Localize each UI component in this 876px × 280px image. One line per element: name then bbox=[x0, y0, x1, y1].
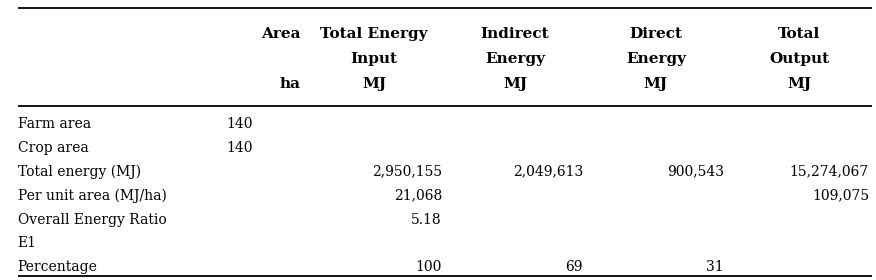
Text: MJ: MJ bbox=[503, 77, 527, 91]
Text: Input: Input bbox=[350, 52, 398, 66]
Text: Per unit area (MJ/ha): Per unit area (MJ/ha) bbox=[18, 188, 166, 203]
Text: 100: 100 bbox=[415, 260, 442, 274]
Text: 21,068: 21,068 bbox=[393, 189, 442, 203]
Text: E1: E1 bbox=[18, 237, 37, 251]
Text: Direct: Direct bbox=[630, 27, 682, 41]
Text: Output: Output bbox=[769, 52, 829, 66]
Text: Total: Total bbox=[778, 27, 820, 41]
Text: 140: 140 bbox=[227, 141, 253, 155]
Text: Total energy (MJ): Total energy (MJ) bbox=[18, 165, 141, 179]
Text: Energy: Energy bbox=[485, 52, 545, 66]
Text: 31: 31 bbox=[706, 260, 724, 274]
Text: 69: 69 bbox=[565, 260, 583, 274]
Text: Energy: Energy bbox=[626, 52, 686, 66]
Text: MJ: MJ bbox=[644, 77, 668, 91]
Text: Area: Area bbox=[262, 27, 301, 41]
Text: ha: ha bbox=[280, 77, 301, 91]
Text: 109,075: 109,075 bbox=[812, 189, 869, 203]
Text: Crop area: Crop area bbox=[18, 141, 88, 155]
Text: 900,543: 900,543 bbox=[667, 165, 724, 179]
Text: Percentage: Percentage bbox=[18, 260, 97, 274]
Text: Overall Energy Ratio: Overall Energy Ratio bbox=[18, 213, 166, 227]
Text: MJ: MJ bbox=[787, 77, 811, 91]
Text: 2,950,155: 2,950,155 bbox=[371, 165, 442, 179]
Text: 2,049,613: 2,049,613 bbox=[512, 165, 583, 179]
Text: 140: 140 bbox=[227, 117, 253, 131]
Text: 15,274,067: 15,274,067 bbox=[790, 165, 869, 179]
Text: Total Energy: Total Energy bbox=[321, 27, 427, 41]
Text: Farm area: Farm area bbox=[18, 117, 90, 131]
Text: MJ: MJ bbox=[362, 77, 386, 91]
Text: 5.18: 5.18 bbox=[412, 213, 442, 227]
Text: Indirect: Indirect bbox=[481, 27, 549, 41]
